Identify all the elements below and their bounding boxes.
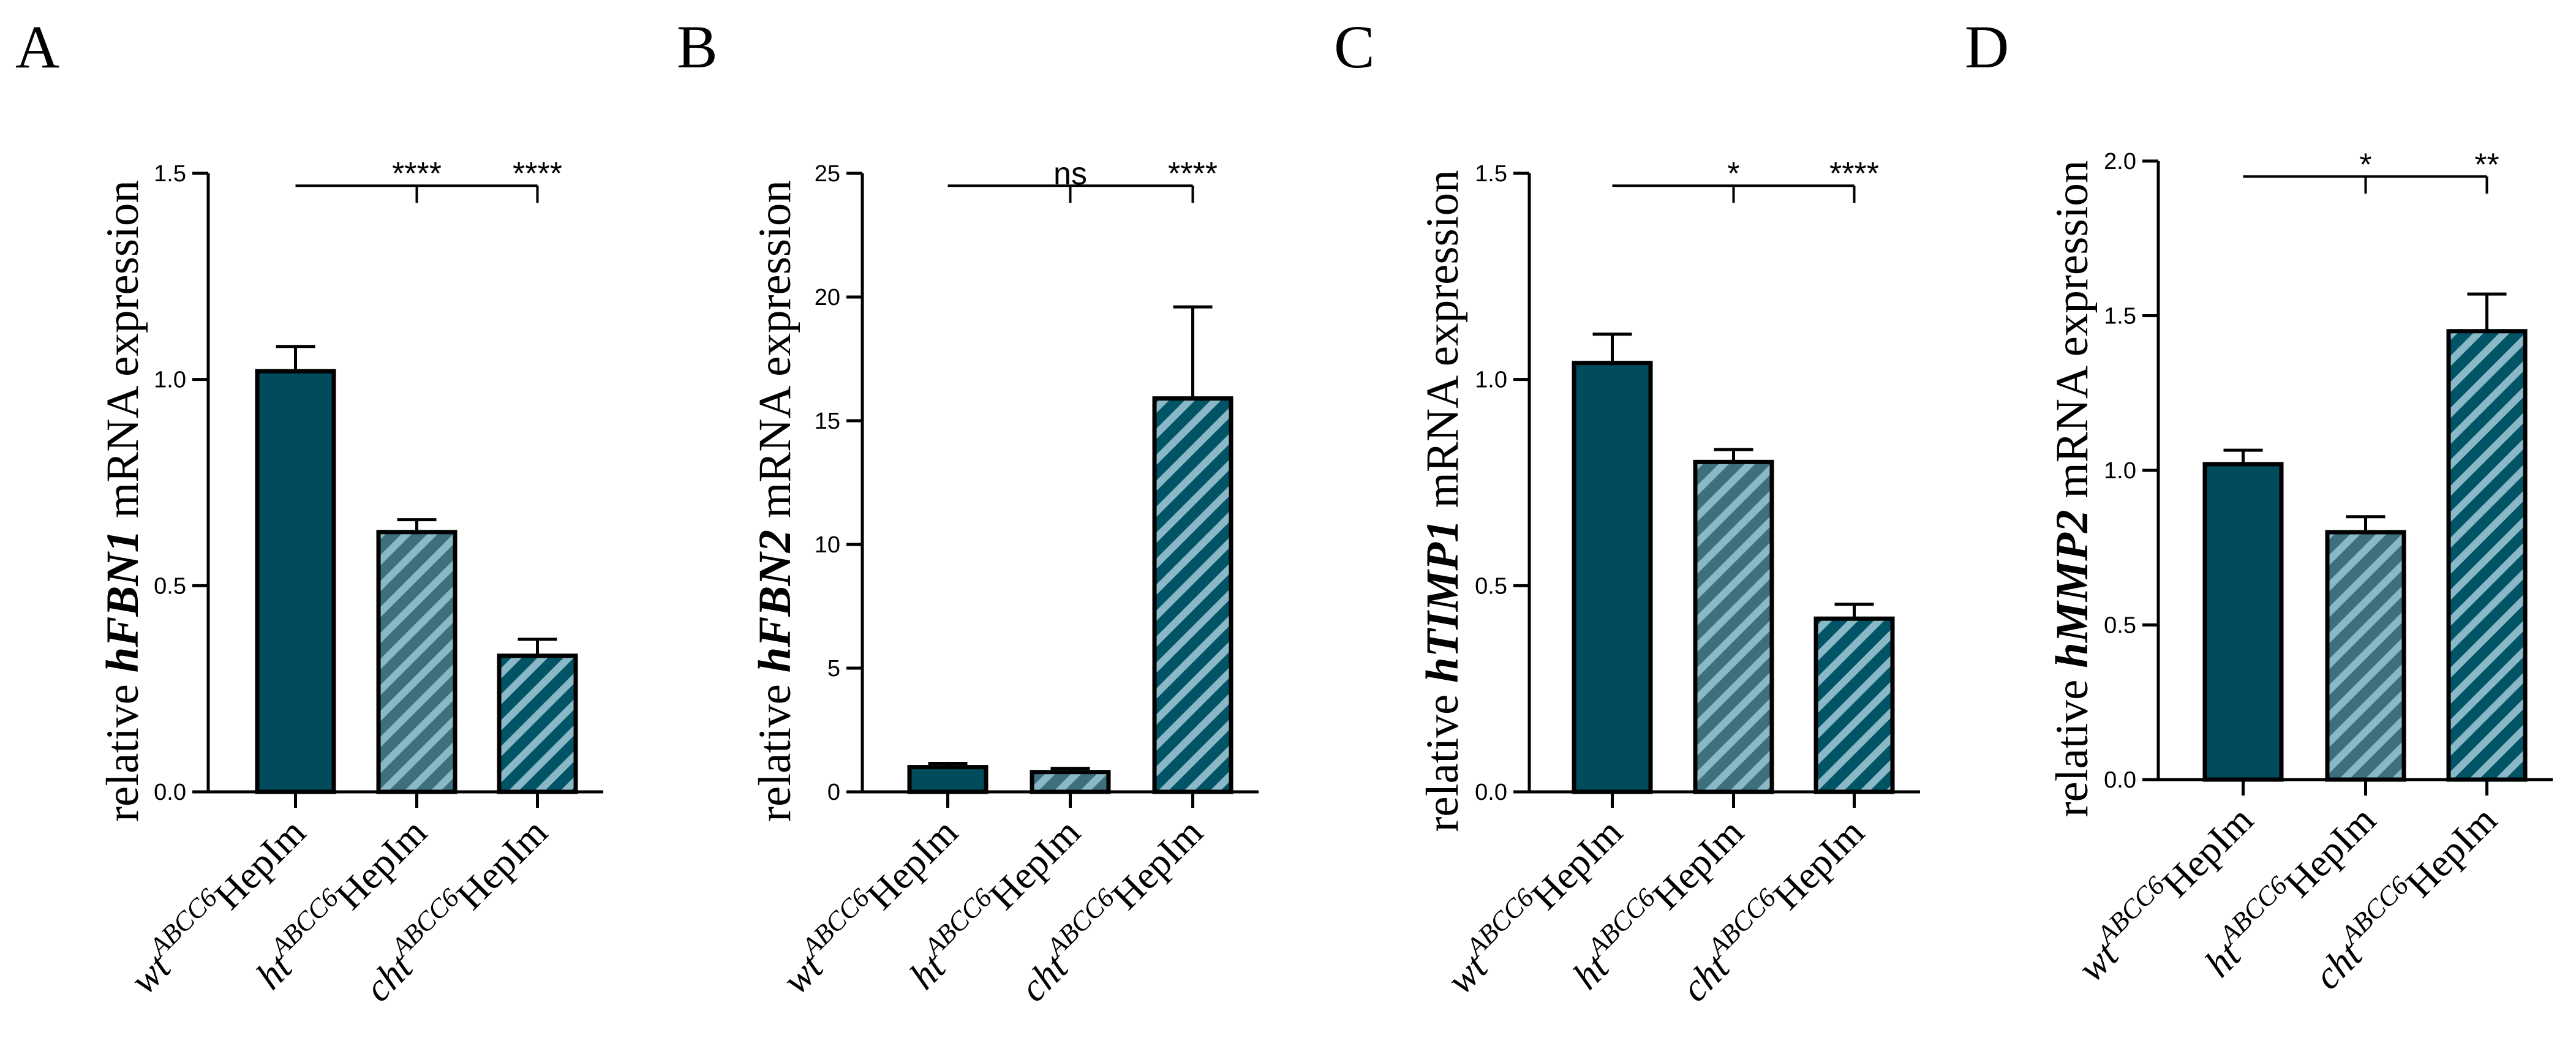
- y-tick-label: 1.0: [1475, 367, 1507, 393]
- significance-label: *: [1727, 156, 1739, 192]
- y-tick-label: 5: [827, 656, 840, 682]
- bar-cht: [1152, 396, 1233, 794]
- panel-C: C 0.0 0.5 1.0 1.5 relative hTIMP1 mRNA expres…: [1334, 13, 1920, 1010]
- bar-wt: [907, 765, 989, 794]
- significance-label: ****: [1829, 156, 1879, 192]
- y-tick-label: 0: [827, 780, 840, 805]
- significance-label: **: [2474, 147, 2499, 182]
- y-tick-label: 25: [815, 161, 840, 187]
- y-tick-label: 0.5: [154, 573, 186, 599]
- bar-wt: [2202, 462, 2284, 782]
- bar-cht: [497, 653, 578, 794]
- y-tick-label: 15: [815, 408, 840, 434]
- y-tick-label: 2.0: [2104, 149, 2136, 175]
- y-tick-label: 1.0: [2104, 458, 2136, 484]
- panel-letter: D: [1965, 13, 2009, 81]
- bar-ht: [376, 530, 458, 794]
- y-tick-label: 0.5: [1475, 573, 1507, 599]
- y-tick-label: 1.5: [2104, 304, 2136, 329]
- significance-label: ****: [513, 156, 562, 192]
- bar-ht: [2325, 530, 2406, 782]
- panel-letter: C: [1334, 13, 1375, 81]
- y-tick-label: 1.5: [1475, 161, 1507, 187]
- bar-cht: [2446, 329, 2528, 782]
- y-axis-title: relative hFBN2 mRNA expression: [750, 180, 800, 822]
- bar-wt: [255, 369, 336, 794]
- significance-label: *: [2359, 147, 2371, 182]
- bar-ht: [1693, 459, 1774, 794]
- y-tick-label: 20: [815, 285, 840, 310]
- bar-wt: [1572, 361, 1653, 794]
- y-axis-title: relative hFBN1 mRNA expression: [97, 180, 148, 822]
- significance-label: ****: [1168, 156, 1218, 192]
- y-tick-label: 10: [815, 532, 840, 558]
- panel-letter: B: [677, 13, 718, 81]
- y-tick-label: 1.5: [154, 161, 186, 187]
- y-tick-label: 0.0: [154, 780, 186, 805]
- bar-ht: [1030, 770, 1111, 794]
- y-tick-label: 1.0: [154, 367, 186, 393]
- significance-label: ns: [1053, 156, 1087, 192]
- y-tick-label: 0.0: [1475, 780, 1507, 805]
- y-axis-title: relative hMMP2 mRNA expression: [2047, 160, 2098, 818]
- panel-letter: A: [15, 13, 59, 81]
- y-tick-label: 0.5: [2104, 613, 2136, 639]
- significance-label: ****: [392, 156, 442, 192]
- panel-B: B 0 5 10 15 20 25 relative hFBN2 mRNA expressio…: [677, 13, 1259, 1010]
- y-tick-label: 0.0: [2104, 767, 2136, 793]
- bar-cht: [1813, 616, 1895, 794]
- y-axis-title: relative hTIMP1 mRNA expression: [1417, 170, 1468, 832]
